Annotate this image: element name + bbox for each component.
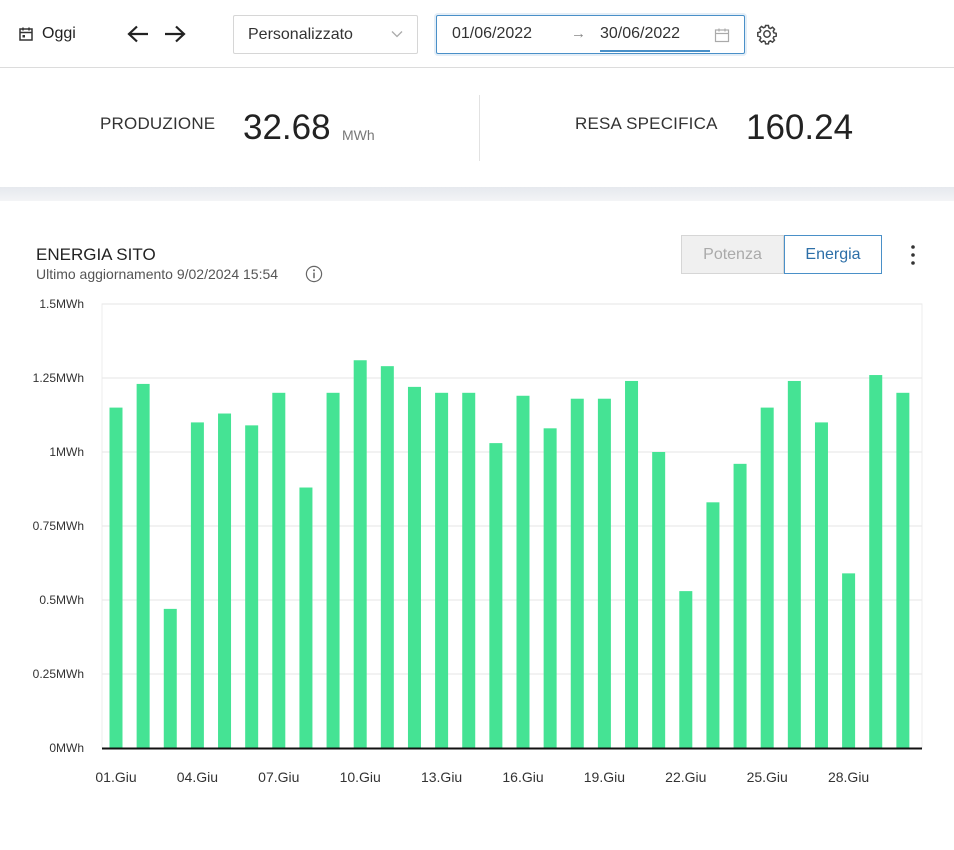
bar-24.Giu [733, 463, 747, 748]
x-tick-label: 28.Giu [828, 769, 869, 785]
y-tick-label: 0.75MWh [33, 519, 84, 533]
bar-06.Giu [245, 425, 259, 748]
production-value: 32.68 [243, 108, 331, 147]
bar-19.Giu [597, 398, 611, 748]
info-icon[interactable] [305, 265, 323, 283]
x-tick-label: 07.Giu [258, 769, 299, 785]
production-label: PRODUZIONE [100, 114, 216, 133]
x-tick-label: 19.Giu [584, 769, 625, 785]
y-tick-label: 1MWh [49, 445, 84, 459]
specific-yield-label: RESA SPECIFICA [575, 114, 718, 133]
production-unit: MWh [342, 127, 375, 143]
today-label: Oggi [42, 25, 76, 42]
previous-period-button[interactable] [125, 20, 151, 48]
bar-03.Giu [163, 608, 177, 748]
bar-02.Giu [136, 383, 150, 748]
y-tick-label: 0.25MWh [33, 667, 84, 681]
date-range-picker[interactable]: 01/06/2022 → 30/06/2022 [436, 15, 745, 54]
arrow-left-icon [127, 25, 148, 43]
x-tick-label: 10.Giu [340, 769, 381, 785]
x-tick-label: 16.Giu [502, 769, 543, 785]
bar-28.Giu [842, 573, 856, 748]
bar-17.Giu [543, 428, 557, 748]
x-tick-label: 25.Giu [747, 769, 788, 785]
bar-01.Giu [109, 407, 123, 748]
period-select[interactable]: Personalizzato [233, 15, 418, 54]
today-button[interactable]: Oggi [18, 22, 76, 46]
calendar-icon[interactable] [714, 27, 730, 43]
gear-icon[interactable] [756, 23, 778, 45]
bar-26.Giu [787, 380, 801, 748]
range-separator: → [571, 25, 586, 42]
y-tick-label: 0.5MWh [39, 593, 84, 607]
toolbar: Oggi Personalizzato 01/06/2022 → 30/06/2… [0, 0, 954, 68]
bar-09.Giu [326, 392, 340, 748]
bar-20.Giu [625, 380, 639, 748]
bar-23.Giu [706, 502, 720, 748]
bar-12.Giu [407, 386, 421, 748]
range-end-input[interactable]: 30/06/2022 [600, 25, 681, 42]
bar-11.Giu [380, 366, 394, 748]
bar-15.Giu [489, 443, 503, 748]
kpi-divider [479, 95, 480, 161]
bar-25.Giu [760, 407, 774, 748]
bar-14.Giu [462, 392, 476, 748]
last-updated-text: Ultimo aggiornamento 9/02/2024 15:54 [36, 266, 279, 282]
x-tick-label: 04.Giu [177, 769, 218, 785]
bar-21.Giu [652, 452, 666, 748]
bar-27.Giu [814, 422, 828, 748]
kpi-band-shadow [0, 187, 954, 201]
more-options-icon[interactable] [905, 244, 921, 266]
specific-yield-value: 160.24 [746, 108, 854, 147]
bar-05.Giu [218, 413, 232, 748]
chevron-down-icon [391, 31, 403, 38]
bar-10.Giu [353, 360, 367, 748]
energy-toggle-button[interactable]: Energia [784, 235, 882, 274]
bar-08.Giu [299, 487, 313, 748]
y-tick-label: 0MWh [49, 741, 84, 755]
range-start-input[interactable]: 01/06/2022 [452, 25, 533, 42]
x-tick-label: 01.Giu [95, 769, 136, 785]
arrow-right-icon [165, 25, 186, 43]
power-toggle-button[interactable]: Potenza [681, 235, 784, 274]
next-period-button[interactable] [162, 20, 188, 48]
range-end-active-indicator [600, 50, 710, 52]
x-tick-label: 22.Giu [665, 769, 706, 785]
kpi-band [0, 69, 954, 187]
bar-04.Giu [190, 422, 204, 748]
y-tick-label: 1.5MWh [39, 297, 84, 311]
bar-16.Giu [516, 395, 530, 748]
period-select-value: Personalizzato [248, 25, 353, 43]
bar-30.Giu [896, 392, 910, 748]
bar-22.Giu [679, 591, 693, 748]
bar-18.Giu [570, 398, 584, 748]
bar-29.Giu [869, 375, 883, 748]
bar-07.Giu [272, 392, 286, 748]
x-tick-label: 13.Giu [421, 769, 462, 785]
energy-bar-chart: 0MWh 0.25MWh 0.5MWh 0.75MWh 1MWh 1.25MWh 1.5MW… [33, 297, 923, 785]
y-tick-label: 1.25MWh [33, 371, 84, 385]
calendar-icon [19, 27, 33, 41]
chart-title: ENERGIA SITO [36, 245, 156, 264]
bar-13.Giu [435, 392, 449, 748]
